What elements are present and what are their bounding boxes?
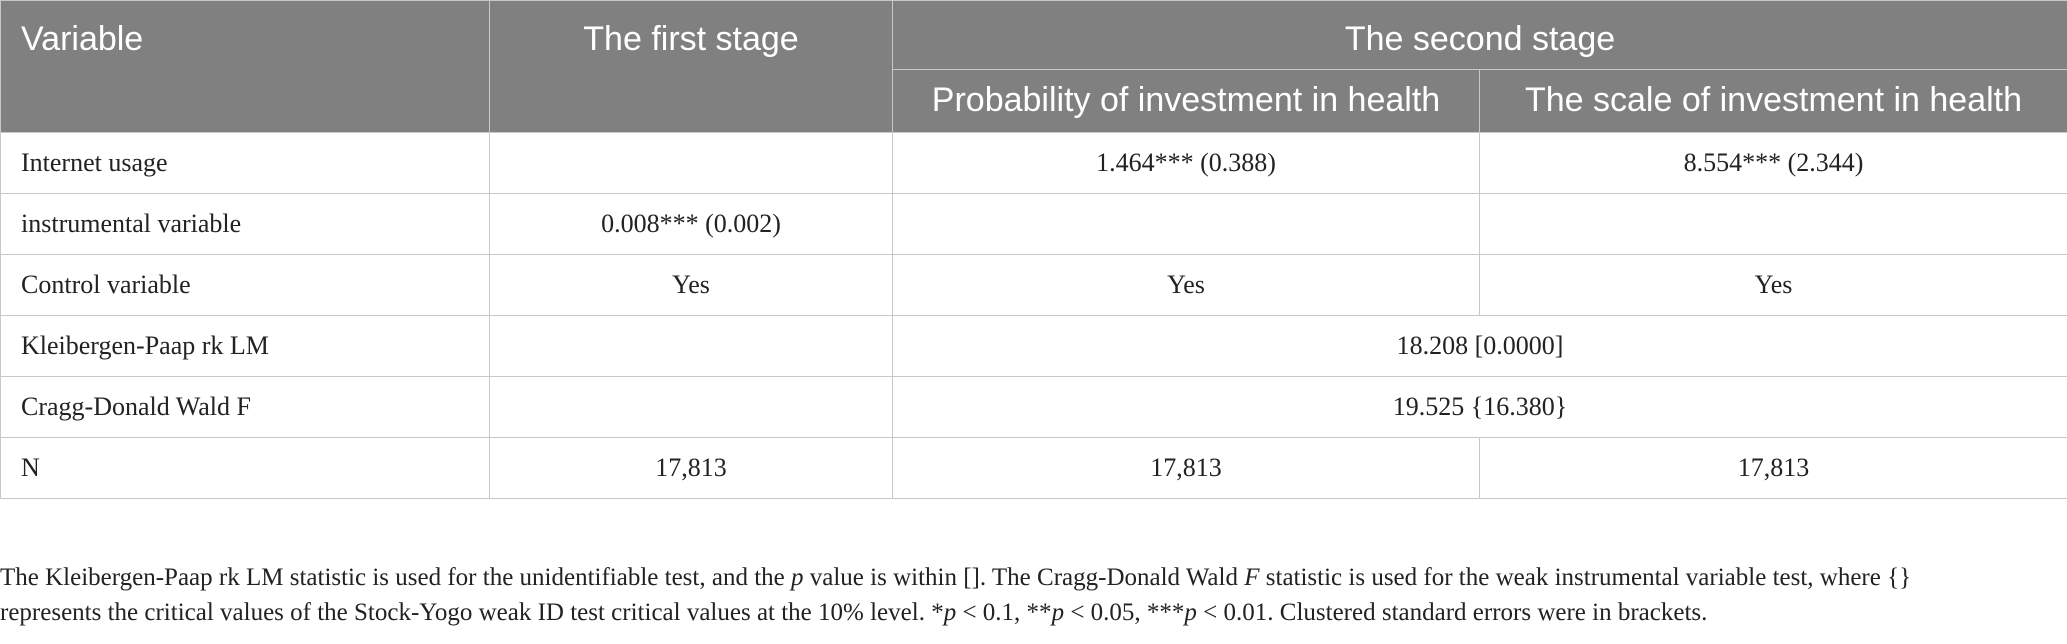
cell-first-stage <box>489 376 893 438</box>
cell-probability: Yes <box>892 254 1480 316</box>
cell-scale: 8.554*** (2.344) <box>1478 132 2067 194</box>
footnote-line-2: represents the critical values of the St… <box>0 595 2060 630</box>
header-probability-investment: Probability of investment in health <box>892 69 1480 133</box>
footnote-line-1: The Kleibergen-Paap rk LM statistic is u… <box>0 560 2060 595</box>
footnote-text: statistic is used for the weak instrumen… <box>1259 564 1912 591</box>
cell-scale: 17,813 <box>1478 437 2067 499</box>
table-row: Cragg-Donald Wald F 19.525 {16.380} <box>0 376 2067 438</box>
row-label: Cragg-Donald Wald F <box>0 376 490 438</box>
row-label: N <box>0 437 490 499</box>
cell-first-stage: Yes <box>489 254 893 316</box>
table-row: Control variable Yes Yes Yes <box>0 254 2067 316</box>
footnote-italic-p: p <box>791 564 804 591</box>
cell-second-stage-merged: 19.525 {16.380} <box>891 376 2067 438</box>
row-label: Kleibergen-Paap rk LM <box>0 315 490 377</box>
cell-first-stage <box>489 315 893 377</box>
cell-first-stage: 0.008*** (0.002) <box>489 193 893 255</box>
footnote-text: < 0.05, *** <box>1064 599 1185 626</box>
footnote-text: value is within []. The Cragg-Donald Wal… <box>803 564 1245 591</box>
footnote-italic-p: p <box>943 599 957 626</box>
table-row: Kleibergen-Paap rk LM 18.208 [0.0000] <box>0 315 2067 377</box>
cell-probability: 1.464*** (0.388) <box>892 132 1480 194</box>
footnote-italic-p: p <box>1184 599 1197 626</box>
iv-results-table: Variable The first stage The second stag… <box>0 0 2067 499</box>
footnote-italic-p: p <box>1051 599 1065 626</box>
regression-table-container: Variable The first stage The second stag… <box>0 0 2067 499</box>
header-second-stage: The second stage <box>891 0 2067 70</box>
row-label: Control variable <box>0 254 490 316</box>
footnote-text: The Kleibergen-Paap rk LM statistic is u… <box>0 564 791 591</box>
footnote-text: < 0.01. Clustered standard errors were i… <box>1196 599 1708 626</box>
cell-probability <box>892 193 1480 255</box>
table-row: Internet usage 1.464*** (0.388) 8.554***… <box>0 132 2067 194</box>
header-first-stage: The first stage <box>489 0 893 133</box>
cell-scale: Yes <box>1478 254 2067 316</box>
header-variable: Variable <box>0 0 490 133</box>
cell-first-stage <box>489 132 893 194</box>
table-row: instrumental variable 0.008*** (0.002) <box>0 193 2067 255</box>
footnote-text: represents the critical values of the St… <box>0 599 944 626</box>
footnote-text: < 0.1, ** <box>956 599 1052 626</box>
cell-probability: 17,813 <box>892 437 1480 499</box>
row-label: Internet usage <box>0 132 490 194</box>
row-label: instrumental variable <box>0 193 490 255</box>
header-row-2: Probability of investment in health The … <box>1 69 2067 133</box>
cell-scale <box>1478 193 2067 255</box>
header-scale-investment: The scale of investment in health <box>1478 69 2067 133</box>
cell-second-stage-merged: 18.208 [0.0000] <box>891 315 2067 377</box>
header-row-1: Variable The first stage The second stag… <box>0 0 2067 133</box>
table-footnote: The Kleibergen-Paap rk LM statistic is u… <box>0 560 2060 630</box>
table-row: N 17,813 17,813 17,813 <box>0 437 2067 499</box>
footnote-italic-f: F <box>1244 564 1260 591</box>
cell-first-stage: 17,813 <box>489 437 893 499</box>
